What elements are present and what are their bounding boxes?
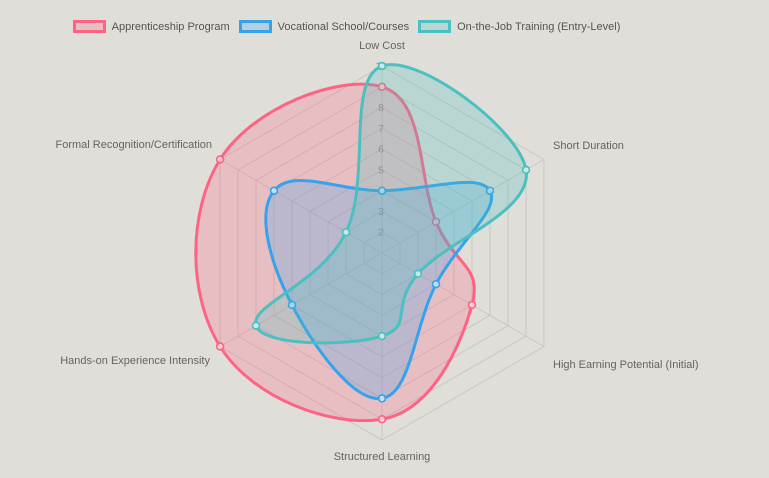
tick-label: 2 [378, 228, 384, 239]
tick-label: 7 [378, 124, 384, 135]
legend-swatch-apprenticeship [72, 20, 106, 33]
axis-label-high-earning-potential: High Earning Potential (Initial) [553, 359, 699, 371]
axis-label-structured-learning: Structured Learning [334, 451, 431, 463]
series-0 [194, 82, 477, 424]
series-2 [251, 61, 531, 345]
tick-label: 8 [378, 103, 384, 114]
data-point[interactable] [521, 165, 531, 175]
legend-swatch-vocational [238, 20, 272, 33]
data-point[interactable] [341, 227, 351, 237]
chart-legend: Apprenticeship Program Vocational School… [0, 20, 731, 33]
data-point[interactable] [269, 186, 279, 195]
data-point[interactable] [485, 186, 495, 195]
data-point[interactable] [413, 269, 423, 279]
radar-axis-line [381, 252, 545, 347]
legend-label: Apprenticeship Program [111, 20, 230, 33]
data-point[interactable] [377, 186, 387, 195]
data-point[interactable] [215, 155, 225, 164]
tick-label: 5 [378, 165, 384, 176]
tick-label: 6 [378, 145, 384, 156]
data-point[interactable] [377, 414, 387, 424]
data-point[interactable] [377, 394, 387, 403]
radar-axis-line [381, 159, 545, 254]
tick-label: 3 [378, 207, 384, 218]
data-point[interactable] [431, 217, 441, 227]
radar-axis-line [219, 159, 383, 254]
axis-label-hands-on-experience: Hands-on Experience Intensity [60, 355, 210, 367]
legend-label: On-the-Job Training (Entry-Level) [457, 20, 621, 33]
axis-label-short-duration: Short Duration [553, 140, 624, 152]
data-point[interactable] [377, 82, 387, 92]
data-point[interactable] [215, 342, 225, 351]
data-point[interactable] [377, 61, 387, 71]
data-point[interactable] [287, 300, 297, 310]
legend-item-vocational[interactable]: Vocational School/Courses [238, 20, 410, 33]
legend-swatch-on-the-job [418, 20, 452, 33]
axis-label-low-cost: Low Cost [359, 40, 405, 52]
radar-axis-line [219, 252, 383, 347]
legend-item-on-the-job[interactable]: On-the-Job Training (Entry-Level) [418, 20, 620, 33]
data-point[interactable] [467, 300, 477, 310]
data-point[interactable] [251, 321, 261, 330]
data-point[interactable] [377, 331, 387, 341]
legend-item-apprenticeship[interactable]: Apprenticeship Program [72, 20, 230, 33]
legend-label: Vocational School/Courses [277, 20, 410, 33]
axis-label-formal-recognition: Formal Recognition/Certification [55, 139, 212, 151]
data-point[interactable] [431, 279, 441, 289]
